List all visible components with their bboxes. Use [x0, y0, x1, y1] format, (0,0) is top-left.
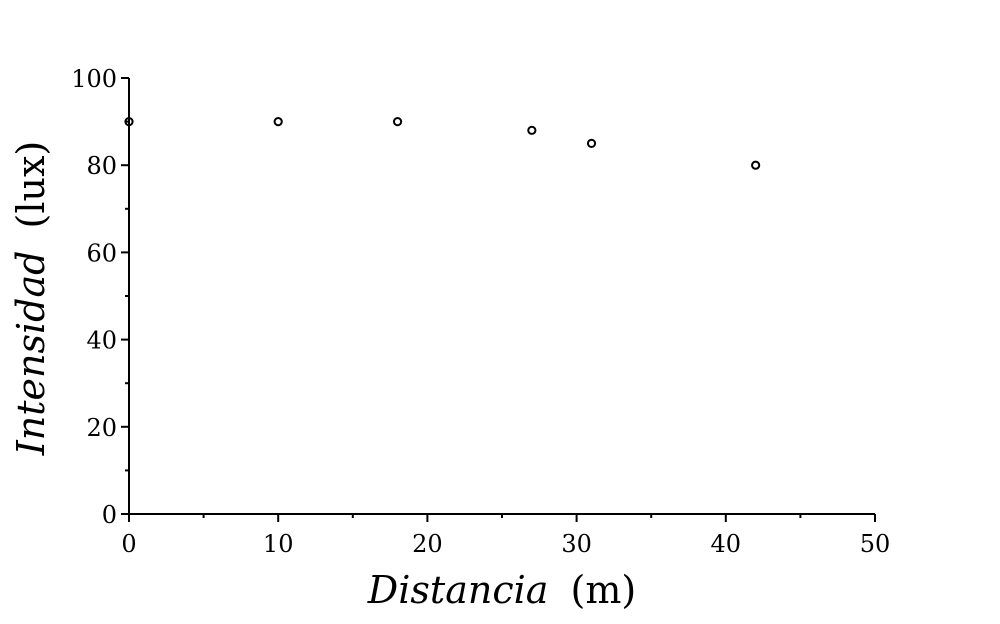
x-tick-label: 50: [860, 530, 891, 558]
x-axis-title-unit: (m): [571, 568, 637, 612]
data-point: [124, 117, 134, 127]
x-tick-label: 40: [711, 530, 742, 558]
ticks: [121, 77, 876, 522]
x-axis-title: Distancia (m): [367, 568, 636, 612]
tick-labels: 0 10 20 30 40 50 0 20 40 60 80 100: [71, 65, 890, 558]
y-tick-label: 80: [86, 152, 117, 180]
y-tick-label: 40: [86, 327, 117, 355]
axes: [128, 78, 875, 515]
y-axis-title: Intensidad (lux): [9, 141, 53, 457]
data-point: [273, 117, 283, 127]
x-tick-label: 10: [263, 530, 294, 558]
y-axis-title-unit: (lux): [9, 141, 53, 229]
data-point: [586, 138, 597, 148]
data-point: [751, 160, 761, 170]
data-points: [124, 117, 761, 170]
y-axis-title-main: Intensidad: [9, 251, 53, 457]
data-point: [392, 117, 403, 127]
y-tick-label: 20: [86, 414, 117, 442]
y-tick-label: 0: [102, 501, 117, 529]
x-axis-title-main: Distancia: [367, 568, 549, 612]
x-tick-label: 20: [412, 530, 443, 558]
x-tick-label: 0: [121, 530, 136, 558]
data-point: [527, 125, 537, 135]
y-tick-label: 100: [71, 65, 117, 93]
y-tick-label: 60: [86, 239, 117, 267]
x-tick-label: 30: [561, 530, 592, 558]
